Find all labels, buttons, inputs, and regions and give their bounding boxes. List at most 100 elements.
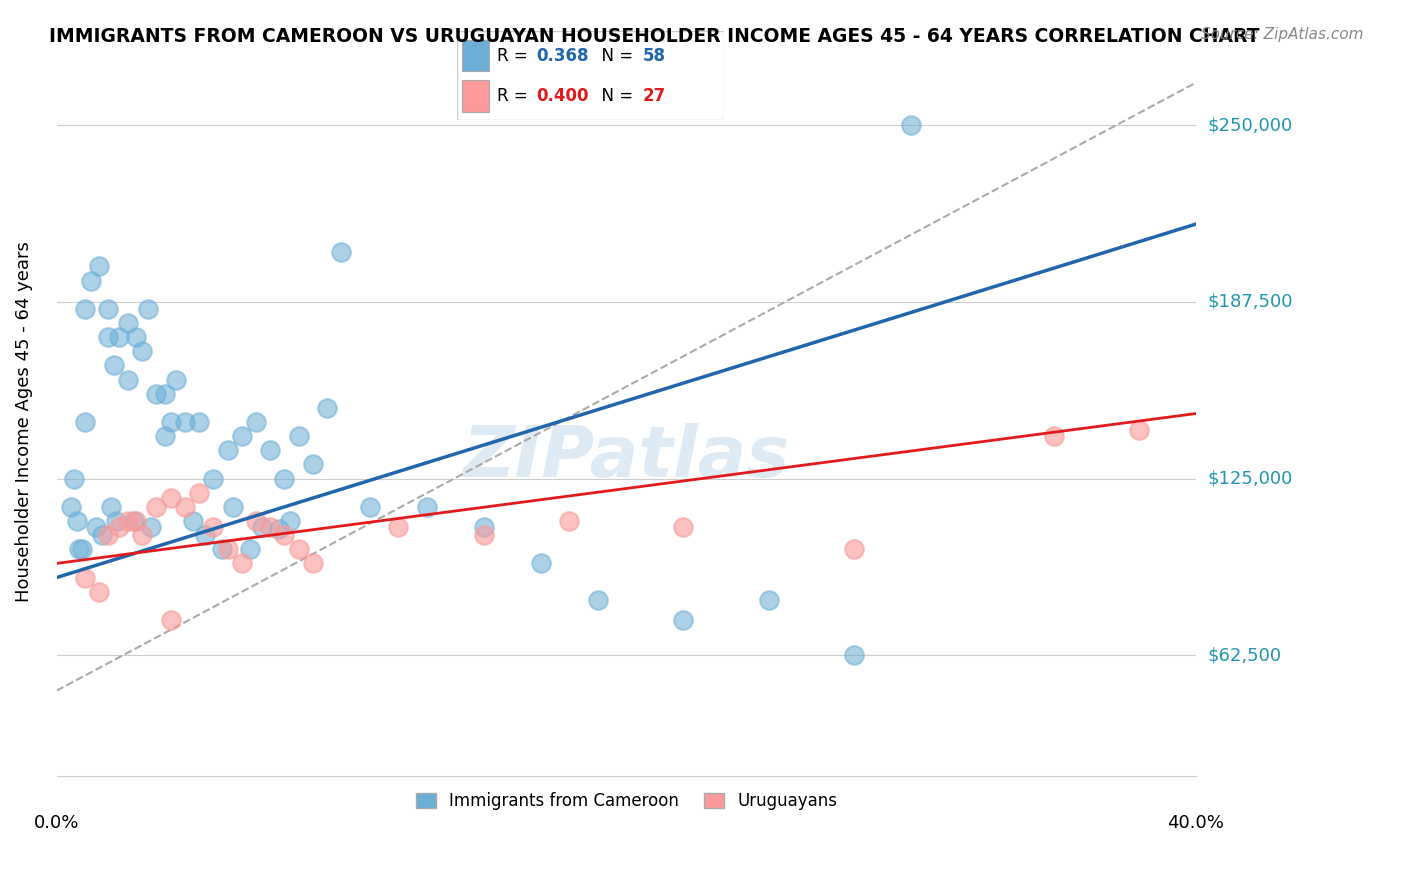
Point (100, 500, 122, 514)
Point (183, 514, 205, 528)
Point (844, 648, 866, 663)
Point (75, 301, 97, 316)
Point (103, 359, 125, 373)
Point (59, 500, 82, 514)
Point (105, 514, 128, 528)
Text: 40.0%: 40.0% (1167, 814, 1225, 832)
Point (302, 557, 325, 571)
Text: 0.400: 0.400 (536, 87, 588, 105)
Text: $62,500: $62,500 (1208, 647, 1281, 665)
Point (194, 528, 217, 542)
Point (125, 514, 148, 528)
Text: ZIPatlas: ZIPatlas (463, 423, 790, 491)
Point (159, 613, 181, 627)
Point (558, 514, 581, 528)
Point (91, 528, 114, 542)
Text: 58: 58 (643, 47, 665, 65)
Point (139, 519, 162, 533)
Text: 0.0%: 0.0% (34, 814, 79, 832)
Point (900, 118, 922, 132)
Point (108, 519, 131, 533)
Point (80, 274, 103, 288)
Point (758, 593, 780, 607)
Point (844, 542, 866, 557)
Point (239, 542, 262, 557)
Point (287, 429, 309, 443)
Point (159, 491, 181, 506)
Point (70, 542, 93, 557)
Point (245, 514, 267, 528)
Point (117, 373, 139, 387)
Point (122, 514, 145, 528)
Text: IMMIGRANTS FROM CAMEROON VS URUGUAYAN HOUSEHOLDER INCOME AGES 45 - 64 YEARS CORR: IMMIGRANTS FROM CAMEROON VS URUGUAYAN HO… (49, 27, 1260, 45)
Point (672, 519, 695, 533)
Point (153, 386, 176, 401)
Point (173, 500, 195, 514)
Point (359, 500, 381, 514)
Point (75, 570, 97, 584)
Point (231, 557, 253, 571)
Point (287, 542, 309, 557)
Point (125, 330, 148, 344)
Point (245, 415, 267, 429)
Point (75, 415, 97, 429)
Point (273, 472, 295, 486)
Point (211, 542, 233, 557)
Point (259, 519, 281, 533)
Point (202, 519, 225, 533)
Point (145, 386, 167, 401)
Point (89, 260, 111, 274)
Point (86, 519, 108, 533)
Point (586, 593, 609, 607)
Text: $250,000: $250,000 (1208, 116, 1292, 134)
Point (89, 584, 111, 599)
Point (136, 301, 159, 316)
Point (316, 401, 339, 415)
FancyBboxPatch shape (457, 31, 724, 120)
Point (188, 485, 211, 500)
Point (67, 542, 90, 557)
Text: 0.368: 0.368 (536, 47, 588, 65)
Bar (463, 80, 489, 112)
Point (250, 519, 273, 533)
Point (259, 443, 281, 458)
Legend: Immigrants from Cameroon, Uruguayans: Immigrants from Cameroon, Uruguayans (409, 785, 844, 817)
Point (267, 523, 290, 537)
Point (62, 472, 84, 486)
Point (672, 613, 695, 627)
Point (159, 415, 181, 429)
Point (1128, 424, 1150, 438)
Point (108, 330, 131, 344)
Point (188, 415, 211, 429)
Text: 27: 27 (643, 87, 666, 105)
Point (165, 373, 187, 387)
Point (145, 500, 167, 514)
Bar (463, 40, 489, 71)
Text: $125,000: $125,000 (1208, 469, 1292, 488)
Point (231, 429, 253, 443)
Text: Source: ZipAtlas.com: Source: ZipAtlas.com (1201, 27, 1364, 42)
Point (117, 316, 139, 330)
Point (472, 528, 495, 542)
Text: N =: N = (591, 47, 638, 65)
Point (217, 542, 239, 557)
Point (97, 301, 120, 316)
Point (387, 519, 409, 533)
Text: R =: R = (498, 47, 533, 65)
Point (117, 514, 139, 528)
Point (278, 514, 301, 528)
Point (472, 519, 495, 533)
Point (330, 245, 353, 260)
Point (273, 528, 295, 542)
Point (530, 557, 553, 571)
Point (131, 344, 153, 359)
Point (97, 330, 120, 344)
Point (97, 528, 120, 542)
Text: N =: N = (591, 87, 638, 105)
Text: $187,500: $187,500 (1208, 293, 1292, 310)
Point (153, 429, 176, 443)
Point (173, 415, 195, 429)
Point (302, 458, 325, 472)
Point (416, 500, 439, 514)
Point (65, 514, 87, 528)
